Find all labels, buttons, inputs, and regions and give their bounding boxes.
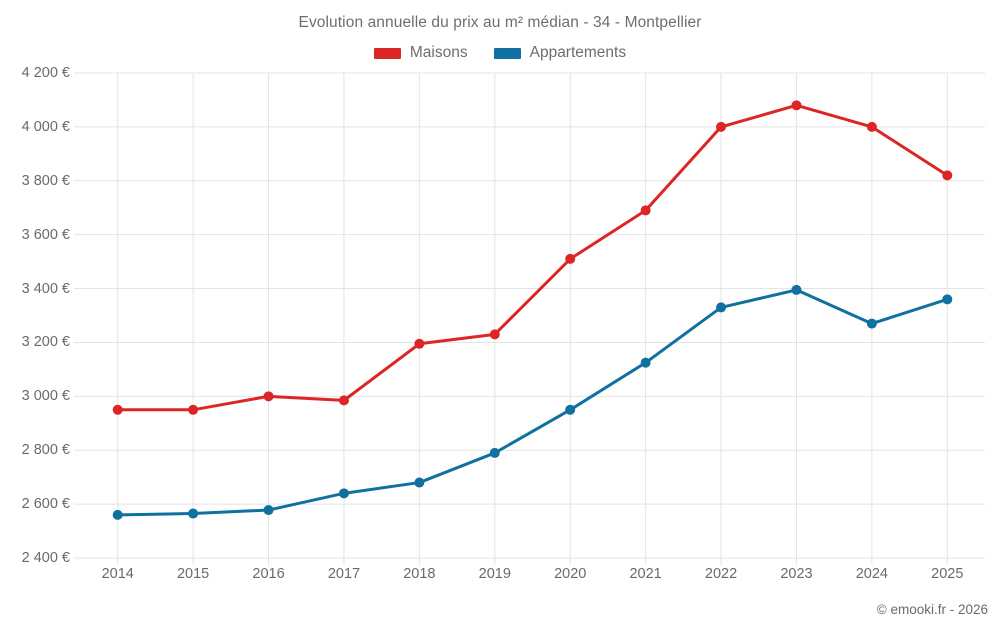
x-axis-tick-label: 2018	[403, 566, 436, 582]
legend-swatch-appartements	[493, 47, 521, 59]
data-point-maisons[interactable]	[263, 391, 274, 402]
chart-title: Evolution annuelle du prix au m² médian …	[298, 14, 702, 31]
data-point-maisons[interactable]	[112, 404, 123, 415]
data-point-maisons[interactable]	[188, 404, 199, 415]
data-point-maisons[interactable]	[414, 338, 425, 349]
data-point-appartements[interactable]	[716, 302, 727, 313]
data-point-maisons[interactable]	[791, 100, 802, 111]
y-axis-tick-label: 3 200 €	[21, 334, 70, 351]
data-point-maisons[interactable]	[866, 121, 877, 132]
data-point-maisons[interactable]	[716, 121, 727, 132]
series-line-appartements	[116, 288, 949, 517]
data-point-appartements[interactable]	[489, 447, 500, 458]
data-point-appartements[interactable]	[188, 508, 199, 519]
legend-label-maisons: Maisons	[409, 44, 468, 61]
data-point-appartements[interactable]	[338, 488, 349, 499]
x-axis-tick-label: 2023	[780, 566, 813, 582]
y-axis-tick-label: 4 200 €	[21, 65, 70, 81]
y-axis-tick-label: 2 600 €	[21, 496, 70, 513]
y-axis-tick-label: 3 400 €	[21, 280, 70, 297]
x-axis-tick-label: 2022	[704, 566, 738, 582]
x-axis-tick-label: 2021	[629, 566, 662, 582]
series-line-maisons	[116, 103, 949, 412]
data-point-appartements[interactable]	[640, 357, 651, 368]
x-axis-tick-label: 2024	[855, 566, 889, 582]
legend-label-appartements: Appartements	[529, 44, 627, 61]
x-axis-tick-label: 2025	[931, 566, 964, 582]
legend-item-maisons[interactable]: Maisons	[373, 44, 468, 62]
data-point-appartements[interactable]	[942, 294, 953, 305]
y-axis-tick-label: 2 400 €	[21, 550, 70, 566]
data-point-maisons[interactable]	[489, 329, 500, 340]
chart-legend: Maisons Appartements	[0, 44, 1000, 62]
y-axis-tick-label: 3 600 €	[21, 226, 70, 243]
y-axis-tick-label: 3 800 €	[21, 172, 70, 189]
x-axis-tick-label: 2016	[252, 566, 285, 582]
x-axis-tick-label: 2019	[478, 566, 511, 582]
data-point-appartements[interactable]	[263, 505, 274, 516]
x-axis-tick-label: 2017	[327, 566, 361, 582]
x-axis-tick-label: 2014	[101, 566, 134, 582]
legend-swatch-maisons	[373, 47, 401, 59]
data-point-appartements[interactable]	[866, 318, 877, 329]
footer-credit: © emooki.fr - 2026	[876, 602, 988, 617]
y-axis-tick-label: 3 000 €	[21, 388, 70, 405]
data-point-maisons[interactable]	[565, 253, 576, 264]
data-point-maisons[interactable]	[942, 170, 953, 181]
data-point-appartements[interactable]	[791, 284, 802, 295]
x-axis-tick-label: 2020	[554, 566, 587, 582]
data-point-maisons[interactable]	[338, 395, 349, 406]
y-axis-tick-label: 2 800 €	[21, 442, 70, 459]
data-point-appartements[interactable]	[565, 404, 576, 415]
x-axis-tick-label: 2015	[176, 566, 210, 582]
data-point-appartements[interactable]	[414, 477, 425, 488]
y-axis-labels: 2 400 € 2 600 € 2 800 € 3 000 € 3 200 € 3 400…	[0, 0, 70, 625]
legend-item-appartements[interactable]: Appartements	[493, 44, 627, 62]
data-point-appartements[interactable]	[112, 509, 123, 520]
data-point-maisons[interactable]	[640, 205, 651, 216]
y-axis-tick-label: 4 000 €	[21, 118, 70, 135]
